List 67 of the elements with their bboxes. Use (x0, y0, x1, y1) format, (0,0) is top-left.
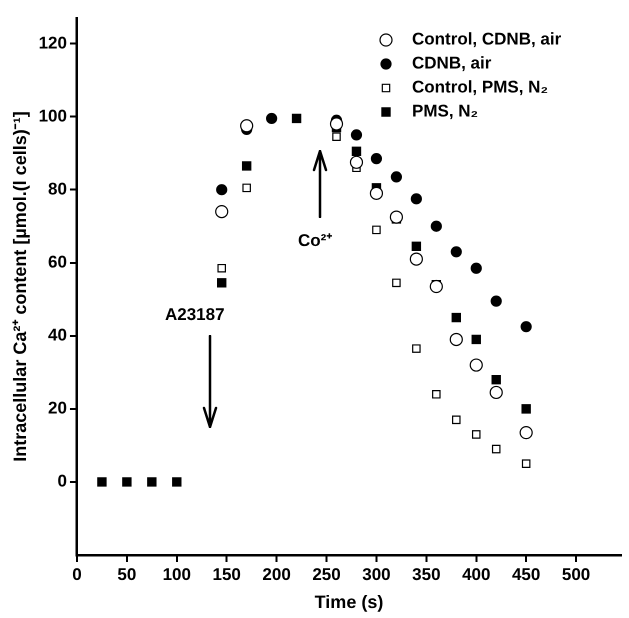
point (372, 226, 381, 234)
point (430, 220, 442, 232)
point (147, 477, 157, 487)
legend-label: Control, PMS, N₂ (412, 78, 548, 97)
point (472, 334, 481, 344)
y-tick-label: 120 (38, 33, 67, 52)
x-tick-label: 400 (462, 564, 490, 584)
point (350, 129, 362, 140)
x-tick-label: 300 (362, 564, 391, 584)
point (217, 278, 226, 288)
point (392, 278, 401, 288)
point (522, 459, 530, 468)
y-tick-label: 60 (48, 252, 67, 272)
point (332, 132, 341, 141)
point (242, 161, 252, 171)
point (240, 119, 254, 132)
point (216, 184, 228, 196)
x-tick-label: 500 (562, 564, 590, 584)
y-axis-title: Intracellular Ca²⁺ content [µmol.(l cells)⁻¹] (10, 111, 30, 462)
point (242, 184, 251, 192)
point (350, 156, 364, 169)
point (217, 264, 226, 273)
point (492, 444, 500, 454)
point (292, 114, 302, 124)
annotation: A23187 (165, 305, 225, 325)
legend-label: PMS, N₂ (412, 102, 478, 121)
y-tick-label: 0 (57, 472, 67, 491)
point (430, 280, 443, 294)
point (390, 171, 402, 183)
legend-label: Control, CDNB, air (412, 30, 562, 49)
point (330, 117, 344, 131)
y-tick-label: 40 (48, 326, 67, 345)
point (490, 296, 502, 307)
x-tick-label: 100 (162, 564, 191, 584)
point (432, 390, 441, 399)
point (122, 477, 132, 487)
point (370, 153, 382, 164)
y-tick-label: 20 (48, 398, 67, 418)
x-tick-label: 0 (72, 564, 82, 584)
point (172, 477, 182, 487)
x-tick-label: 350 (412, 564, 441, 584)
point (470, 262, 482, 274)
x-tick-label: 450 (512, 564, 540, 584)
x-tick-label: 200 (262, 564, 291, 584)
point (520, 321, 532, 332)
x-tick-label: 250 (312, 564, 341, 584)
x-axis-title: Time (s) (314, 592, 384, 612)
point (370, 186, 384, 200)
point (266, 112, 278, 124)
point (492, 374, 501, 384)
point (352, 146, 362, 156)
point (452, 312, 461, 322)
annotation: Co²⁺ (298, 230, 332, 251)
point (97, 477, 107, 487)
y-tick-label: 100 (38, 106, 67, 126)
point (390, 210, 403, 224)
y-tick-label: 80 (48, 179, 67, 198)
point (472, 430, 481, 439)
point (412, 344, 421, 353)
x-tick-label: 150 (212, 564, 241, 584)
point (450, 246, 462, 258)
legend-label: CDNB, air (412, 54, 492, 73)
point (410, 193, 422, 204)
point (521, 404, 531, 414)
x-tick-label: 50 (117, 564, 136, 584)
point (452, 416, 461, 424)
point (412, 242, 422, 252)
